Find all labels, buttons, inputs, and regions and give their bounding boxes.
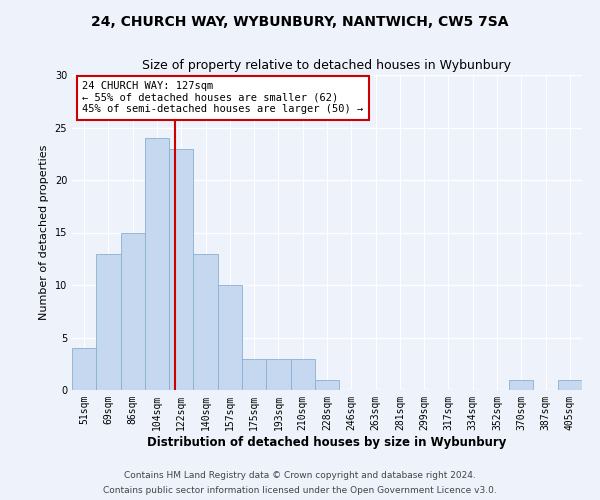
Bar [96,254,121,390]
Bar [145,138,169,390]
Text: Contains HM Land Registry data © Crown copyright and database right 2024.: Contains HM Land Registry data © Crown c… [124,471,476,480]
X-axis label: Distribution of detached houses by size in Wybunbury: Distribution of detached houses by size … [148,436,506,448]
Bar [242,358,266,390]
Bar [266,358,290,390]
Bar [509,380,533,390]
Bar [193,254,218,390]
Bar [121,232,145,390]
Text: 24, CHURCH WAY, WYBUNBURY, NANTWICH, CW5 7SA: 24, CHURCH WAY, WYBUNBURY, NANTWICH, CW5… [91,15,509,29]
Y-axis label: Number of detached properties: Number of detached properties [39,145,49,320]
Text: 24 CHURCH WAY: 127sqm
← 55% of detached houses are smaller (62)
45% of semi-deta: 24 CHURCH WAY: 127sqm ← 55% of detached … [82,82,364,114]
Bar [558,380,582,390]
Bar [218,285,242,390]
Bar [290,358,315,390]
Bar [169,148,193,390]
Title: Size of property relative to detached houses in Wybunbury: Size of property relative to detached ho… [143,60,511,72]
Bar [315,380,339,390]
Text: Contains public sector information licensed under the Open Government Licence v3: Contains public sector information licen… [103,486,497,495]
Bar [72,348,96,390]
